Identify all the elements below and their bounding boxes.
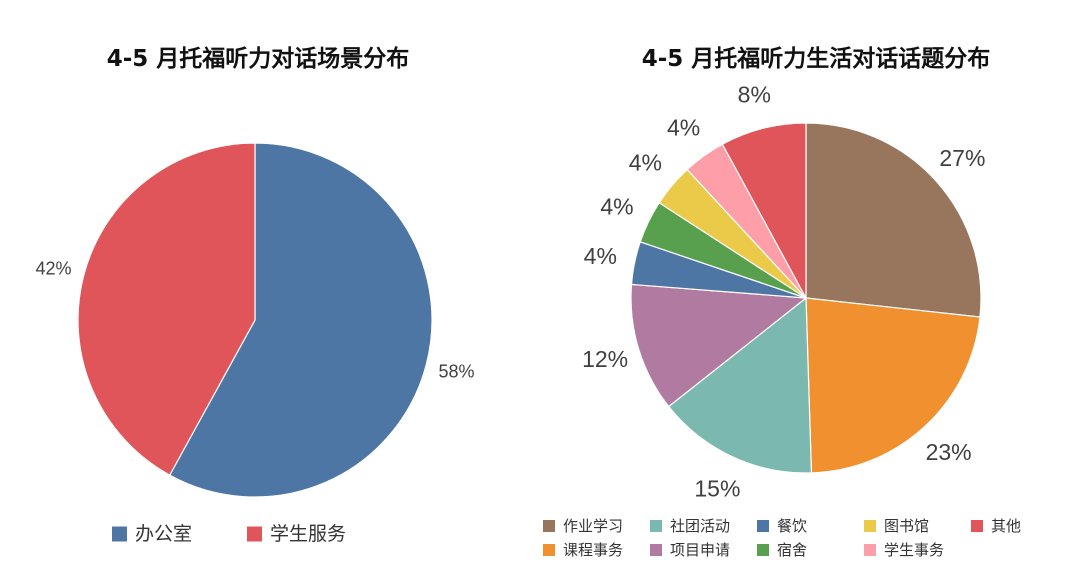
pie-slice	[721, 122, 807, 299]
legend-swatch	[543, 544, 555, 556]
slice-percent-label: 58%	[438, 362, 474, 382]
pie-slice	[77, 142, 256, 476]
pie-slice	[805, 297, 981, 474]
slice-percent-label: 15%	[694, 475, 740, 501]
slice-percent-label: 12%	[582, 346, 628, 372]
legend-swatch	[650, 520, 662, 532]
legend-label: 作业学习	[563, 517, 623, 535]
slice-percent-label: 4%	[667, 114, 700, 140]
legend-swatch	[864, 520, 876, 532]
legend-label: 课程事务	[563, 541, 623, 559]
legend-item: 办公室	[112, 523, 192, 545]
legend-label: 图书馆	[884, 517, 929, 535]
legend-swatch	[543, 520, 555, 532]
legend-item: 社团活动	[650, 517, 730, 535]
pie-slices	[630, 122, 982, 474]
scene-distribution-chart: 4-5 月托福听力对话场景分布 58% 42% 办公室 学生服务	[35, 45, 474, 545]
legend-swatch	[112, 526, 127, 542]
chart-title: 4-5 月托福听力对话场景分布	[107, 45, 410, 72]
chart-title: 4-5 月托福听力生活对话话题分布	[642, 45, 991, 72]
legend-item: 项目申请	[650, 541, 730, 559]
legend-swatch	[757, 544, 769, 556]
slice-percent-label: 27%	[939, 145, 985, 171]
legend-label: 宿舍	[777, 541, 807, 559]
legend-label: 项目申请	[670, 541, 730, 559]
pie-slice	[805, 122, 982, 318]
legend-label: 餐饮	[777, 517, 807, 535]
legend-swatch	[971, 520, 983, 532]
legend-item: 课程事务	[543, 541, 623, 559]
pie-slice	[667, 296, 813, 474]
legend-item: 作业学习	[543, 517, 623, 535]
legend-item: 其他	[971, 517, 1021, 535]
pie-slice	[168, 142, 433, 498]
life-topic-distribution-chart: 4-5 月托福听力生活对话话题分布 27%23%15%12%4%4%4%4%8%…	[543, 45, 1021, 559]
pie-slice	[630, 283, 808, 408]
legend-label: 办公室	[135, 523, 192, 545]
slice-labels: 27%23%15%12%4%4%4%4%8%	[582, 82, 985, 502]
chart-legend: 办公室 学生服务	[112, 523, 346, 545]
slice-percent-label: 4%	[600, 194, 633, 220]
slice-percent-label: 4%	[629, 150, 662, 176]
slice-percent-label: 42%	[35, 258, 71, 278]
legend-label: 学生服务	[270, 523, 346, 545]
legend-swatch	[757, 520, 769, 532]
legend-label: 其他	[991, 517, 1021, 535]
legend-swatch	[864, 544, 876, 556]
legend-swatch	[247, 526, 262, 542]
slice-percent-label: 23%	[926, 439, 972, 465]
legend-item: 图书馆	[864, 517, 929, 535]
legend-item: 学生事务	[864, 541, 944, 559]
legend-item: 餐饮	[757, 517, 807, 535]
slice-percent-label: 8%	[738, 82, 771, 108]
legend-label: 社团活动	[670, 517, 730, 535]
legend-swatch	[650, 544, 662, 556]
legend-item: 宿舍	[757, 541, 807, 559]
legend-item: 学生服务	[247, 523, 346, 545]
legend-label: 学生事务	[884, 541, 944, 559]
slice-percent-label: 4%	[584, 243, 617, 269]
slice-labels: 58% 42%	[35, 258, 474, 381]
pie-slices	[77, 142, 433, 498]
